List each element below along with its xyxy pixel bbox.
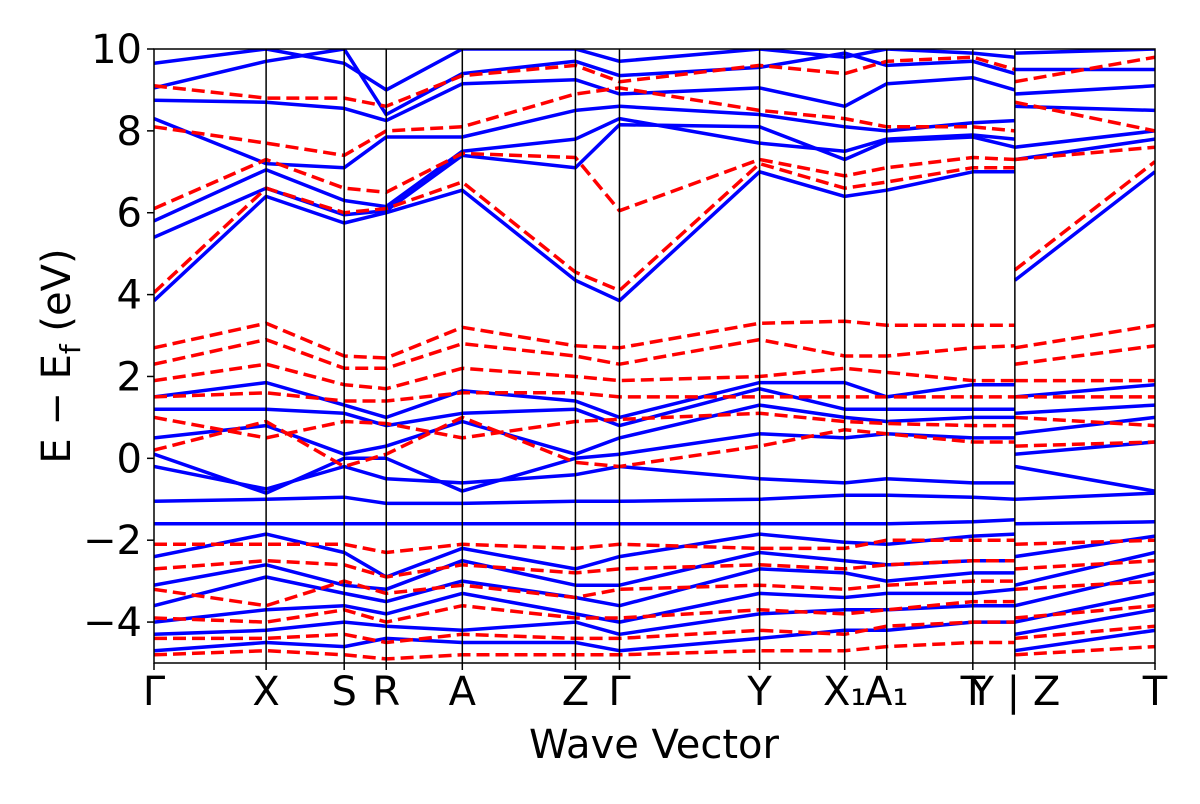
band-line-dashed-11 bbox=[154, 558, 1155, 579]
y-tick-label-7: 10 bbox=[91, 27, 142, 73]
x-tick-label-11: Y | Z bbox=[968, 669, 1060, 715]
x-tick-label-10: T bbox=[960, 669, 986, 715]
band-line-solid-19 bbox=[154, 620, 1155, 653]
x-tick-label-3: R bbox=[372, 669, 400, 715]
x-tick-label-1: X bbox=[252, 669, 279, 715]
y-tick-label-0: −4 bbox=[83, 600, 142, 646]
band-line-dashed-12 bbox=[154, 579, 1155, 608]
kpoint-lines-layer bbox=[265, 49, 1016, 663]
x-tick-label-6: Γ bbox=[608, 669, 631, 715]
band-line-dashed-8 bbox=[154, 411, 1155, 440]
y-tick-label-3: 2 bbox=[117, 354, 142, 400]
band-line-solid-4 bbox=[154, 75, 1155, 123]
band-line-dashed-7 bbox=[154, 391, 1155, 403]
y-tick-label-2: 0 bbox=[117, 436, 142, 482]
y-axis-label-unit: (eV) bbox=[34, 248, 80, 344]
x-tick-label-7: Y bbox=[746, 669, 772, 715]
x-tick-label-4: A bbox=[449, 669, 477, 715]
band-line-dashed-1 bbox=[154, 145, 1155, 213]
x-tick-label-12: T bbox=[1142, 669, 1168, 715]
y-tick-label-5: 6 bbox=[117, 191, 142, 237]
y-tick-label-1: −2 bbox=[83, 518, 142, 564]
y-ticks-layer: −4 −2 0 2 4 6 8 10 bbox=[83, 27, 154, 646]
plot-frame bbox=[153, 48, 1156, 664]
x-tick-label-2: S bbox=[331, 669, 356, 715]
band-line-dashed-3 bbox=[154, 55, 1155, 109]
y-axis-label: E − Ef (eV) bbox=[34, 248, 87, 463]
band-line-solid-8 bbox=[154, 386, 1155, 428]
band-line-dashed-5 bbox=[154, 337, 1155, 371]
y-tick-label-6: 8 bbox=[117, 109, 142, 155]
band-line-solid-2 bbox=[154, 116, 1155, 223]
band-line-dashed-10 bbox=[154, 538, 1155, 555]
band-line-dashed-6 bbox=[154, 362, 1155, 391]
y-axis-label-sub: f bbox=[54, 343, 87, 354]
x-axis-label: Wave Vector bbox=[529, 722, 780, 768]
y-axis-label-main: E − E bbox=[34, 354, 80, 464]
x-tick-label-9: A₁ bbox=[865, 669, 908, 715]
band-line-solid-0 bbox=[154, 170, 1155, 303]
y-tick-label-4: 4 bbox=[117, 273, 142, 319]
band-line-dashed-2 bbox=[154, 86, 1155, 158]
band-line-dashed-13 bbox=[154, 599, 1155, 624]
band-line-dashed-9 bbox=[154, 415, 1155, 469]
band-line-solid-11 bbox=[154, 464, 1155, 493]
band-line-dashed-14 bbox=[154, 620, 1155, 645]
plot-background bbox=[154, 49, 1155, 663]
band-line-solid-5 bbox=[154, 49, 1155, 117]
band-line-solid-13 bbox=[154, 517, 1155, 526]
x-tick-label-0: Γ bbox=[143, 669, 166, 715]
x-tick-label-8: X₁ bbox=[823, 669, 866, 715]
band-line-solid-12 bbox=[154, 491, 1155, 506]
band-line-solid-16 bbox=[154, 567, 1155, 608]
band-line-dashed-15 bbox=[154, 640, 1155, 661]
band-line-solid-9 bbox=[154, 403, 1155, 456]
band-line-dashed-4 bbox=[154, 319, 1155, 360]
x-tick-label-5: Z bbox=[562, 669, 589, 715]
band-line-dashed-0 bbox=[154, 160, 1155, 294]
